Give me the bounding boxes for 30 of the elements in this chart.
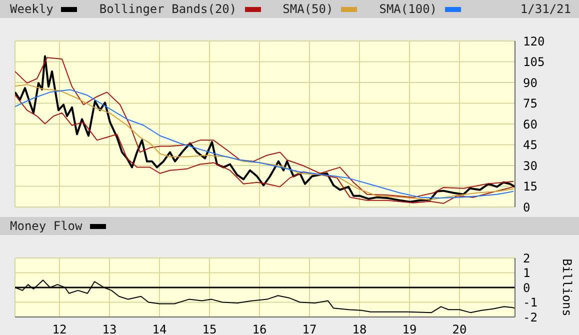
y-tick-label: 0: [523, 200, 530, 214]
legend-label: Money Flow: [10, 218, 82, 235]
x-tick-label: 13: [102, 322, 117, 335]
x-tick-label: 20: [452, 322, 467, 335]
x-tick-label: 19: [402, 322, 417, 335]
legend-label: SMA(50): [282, 1, 334, 18]
y-tick-label: -1: [523, 296, 538, 310]
y-tick-label: 120: [523, 34, 545, 48]
y-tick-label: 30: [523, 158, 538, 173]
y-tick-label: 15: [523, 180, 538, 194]
y-tick-label: 2: [523, 251, 530, 266]
y-tick-label: 60: [523, 117, 538, 132]
y-tick-label: 105: [523, 55, 545, 70]
y-axis-title: Billions: [560, 258, 574, 316]
x-tick-label: 14: [152, 322, 167, 335]
legend-label: Bollinger Bands(20): [99, 1, 237, 18]
y-tick-label: -2: [523, 310, 538, 324]
y-tick-label: 75: [523, 96, 538, 111]
y-tick-label: 0: [523, 280, 530, 295]
legend-label: SMA(100): [379, 1, 438, 18]
x-tick-label: 16: [252, 322, 267, 335]
x-tick-label: 17: [302, 322, 317, 335]
y-tick-label: 45: [523, 138, 538, 152]
y-tick-label: 1: [523, 266, 530, 280]
y-tick-label: 90: [523, 76, 538, 90]
text: 1/31/21: [520, 2, 571, 16]
x-tick-label: 18: [352, 322, 367, 335]
legend-label: Weekly: [10, 1, 54, 18]
x-tick-label: 15: [202, 322, 217, 335]
x-tick-label: 12: [52, 322, 67, 335]
